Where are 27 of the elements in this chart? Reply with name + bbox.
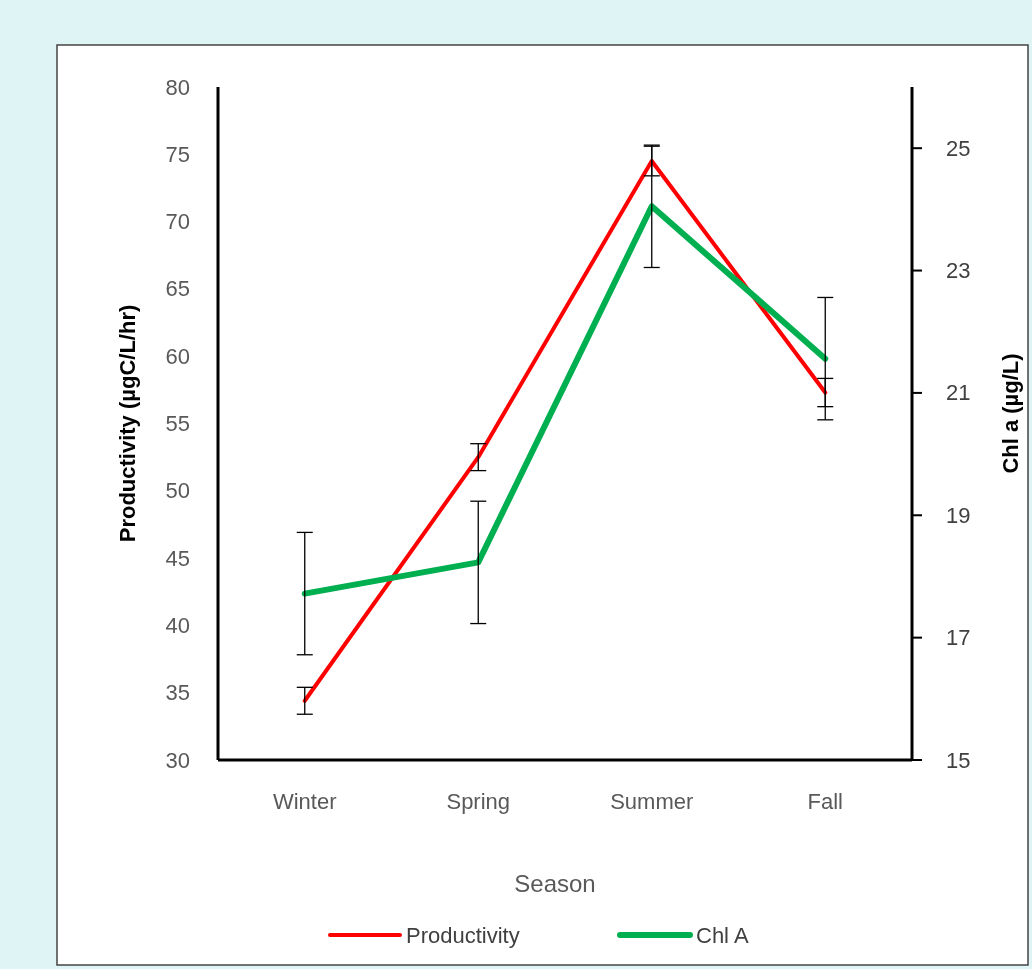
y-tick-label: 45	[165, 545, 190, 571]
x-axis-title: Season	[514, 869, 596, 897]
x-tick-label: Fall	[807, 788, 843, 814]
y2-tick-label: 21	[946, 380, 971, 406]
x-tick-label: Summer	[610, 788, 694, 814]
legend-label: Productivity	[406, 922, 520, 948]
x-tick-label: Winter	[272, 788, 337, 814]
y-tick-label: 30	[165, 747, 190, 773]
y-tick-label: 60	[165, 343, 190, 369]
y-tick-label: 40	[165, 612, 190, 638]
line-series	[302, 159, 828, 703]
y-tick-label: 55	[165, 411, 190, 436]
y-tick-label: 65	[165, 276, 190, 302]
y-tick-label: 35	[165, 680, 190, 706]
y2-tick-label: 23	[946, 258, 971, 284]
y-tick-label: 80	[165, 74, 190, 100]
y-axis-title: Productivity (µgC/L/hr)	[114, 304, 140, 543]
y-tick-label: 50	[165, 478, 190, 504]
y2-tick-label: 25	[946, 135, 971, 161]
y-tick-label: 70	[165, 209, 190, 235]
legend-label: Chl A	[696, 922, 749, 948]
x-tick-label: Spring	[446, 788, 511, 814]
y2-tick-label: 19	[946, 502, 971, 528]
y2-tick-label: 15	[946, 747, 971, 773]
y2-tick-label: 17	[946, 625, 971, 651]
y-tick-label: 75	[165, 141, 190, 167]
y2-axis-title: Chl a (µg/L)	[997, 353, 1023, 474]
